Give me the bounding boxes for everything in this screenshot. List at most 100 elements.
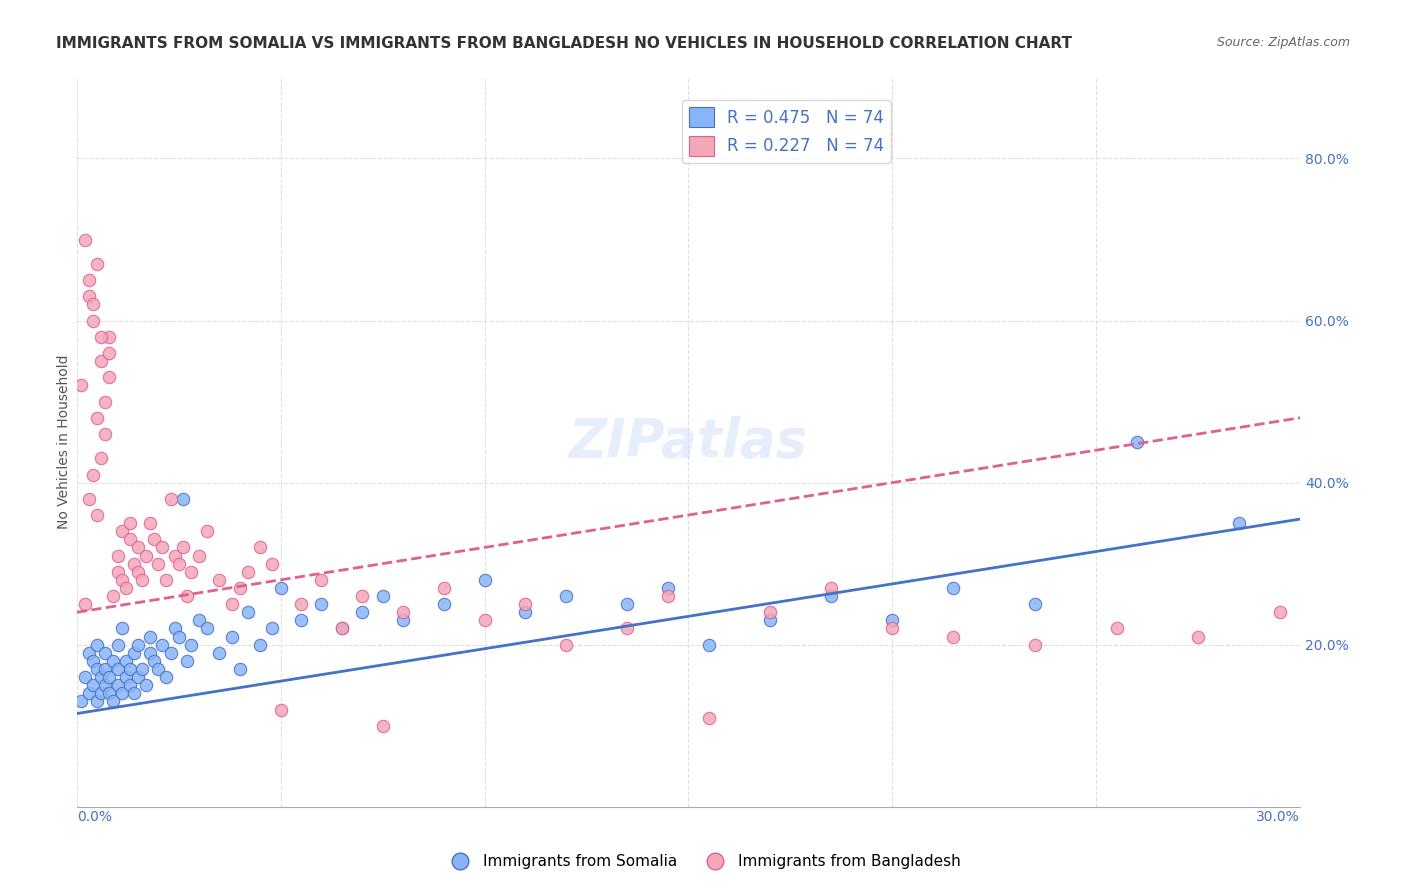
- Point: [94, 427, 117, 442]
- Point: [107, 678, 129, 692]
- Point: [143, 533, 166, 547]
- Point: [94, 662, 117, 676]
- Text: ZIPatlas: ZIPatlas: [569, 416, 808, 468]
- Point: [515, 605, 537, 619]
- Point: [73, 670, 96, 684]
- Point: [77, 646, 100, 660]
- Point: [229, 662, 252, 676]
- Point: [90, 686, 112, 700]
- Point: [172, 491, 194, 506]
- Point: [616, 622, 638, 636]
- Point: [697, 638, 720, 652]
- Point: [94, 646, 117, 660]
- Point: [176, 589, 198, 603]
- Y-axis label: No Vehicles in Household: No Vehicles in Household: [58, 355, 72, 529]
- Point: [103, 694, 125, 708]
- Point: [107, 638, 129, 652]
- Point: [221, 597, 243, 611]
- Point: [262, 557, 284, 571]
- Point: [330, 622, 353, 636]
- Point: [150, 638, 173, 652]
- Point: [77, 491, 100, 506]
- Point: [98, 346, 121, 360]
- Point: [290, 613, 312, 627]
- Point: [697, 710, 720, 724]
- Point: [352, 605, 374, 619]
- Point: [82, 313, 104, 327]
- Point: [114, 654, 136, 668]
- Point: [94, 678, 117, 692]
- Point: [131, 662, 153, 676]
- Point: [371, 719, 394, 733]
- Point: [155, 573, 177, 587]
- Point: [167, 557, 190, 571]
- Point: [195, 524, 218, 539]
- Point: [77, 686, 100, 700]
- Point: [1126, 435, 1149, 450]
- Point: [82, 467, 104, 482]
- Point: [657, 589, 679, 603]
- Point: [163, 622, 186, 636]
- Point: [90, 354, 112, 368]
- Point: [77, 273, 100, 287]
- Point: [94, 394, 117, 409]
- Point: [139, 630, 162, 644]
- Point: [86, 638, 108, 652]
- Point: [515, 597, 537, 611]
- Point: [131, 573, 153, 587]
- Point: [371, 589, 394, 603]
- Point: [86, 662, 108, 676]
- Point: [155, 670, 177, 684]
- Point: [433, 597, 456, 611]
- Point: [392, 613, 415, 627]
- Point: [135, 549, 157, 563]
- Point: [311, 597, 333, 611]
- Point: [114, 581, 136, 595]
- Point: [270, 702, 292, 716]
- Point: [195, 622, 218, 636]
- Point: [82, 678, 104, 692]
- Point: [110, 573, 132, 587]
- Point: [433, 581, 456, 595]
- Point: [118, 662, 141, 676]
- Point: [167, 630, 190, 644]
- Point: [69, 694, 91, 708]
- Point: [127, 670, 149, 684]
- Point: [159, 646, 181, 660]
- Point: [122, 686, 145, 700]
- Point: [163, 549, 186, 563]
- Point: [1187, 630, 1209, 644]
- Point: [262, 622, 284, 636]
- Legend: R = 0.475   N = 74, R = 0.227   N = 74: R = 0.475 N = 74, R = 0.227 N = 74: [682, 101, 890, 162]
- Point: [474, 573, 496, 587]
- Point: [882, 622, 904, 636]
- Point: [330, 622, 353, 636]
- Point: [122, 646, 145, 660]
- Point: [352, 589, 374, 603]
- Text: Source: ZipAtlas.com: Source: ZipAtlas.com: [1216, 36, 1350, 49]
- Point: [249, 638, 271, 652]
- Point: [882, 613, 904, 627]
- Point: [555, 638, 578, 652]
- Point: [103, 589, 125, 603]
- Point: [107, 662, 129, 676]
- Point: [221, 630, 243, 644]
- Point: [118, 516, 141, 530]
- Point: [90, 670, 112, 684]
- Point: [139, 516, 162, 530]
- Point: [290, 597, 312, 611]
- Point: [118, 678, 141, 692]
- Point: [159, 491, 181, 506]
- Point: [114, 670, 136, 684]
- Point: [90, 451, 112, 466]
- Point: [139, 646, 162, 660]
- Point: [188, 613, 211, 627]
- Point: [1024, 638, 1046, 652]
- Point: [820, 589, 842, 603]
- Point: [188, 549, 211, 563]
- Point: [176, 654, 198, 668]
- Point: [98, 330, 121, 344]
- Point: [1268, 605, 1291, 619]
- Point: [172, 541, 194, 555]
- Point: [122, 557, 145, 571]
